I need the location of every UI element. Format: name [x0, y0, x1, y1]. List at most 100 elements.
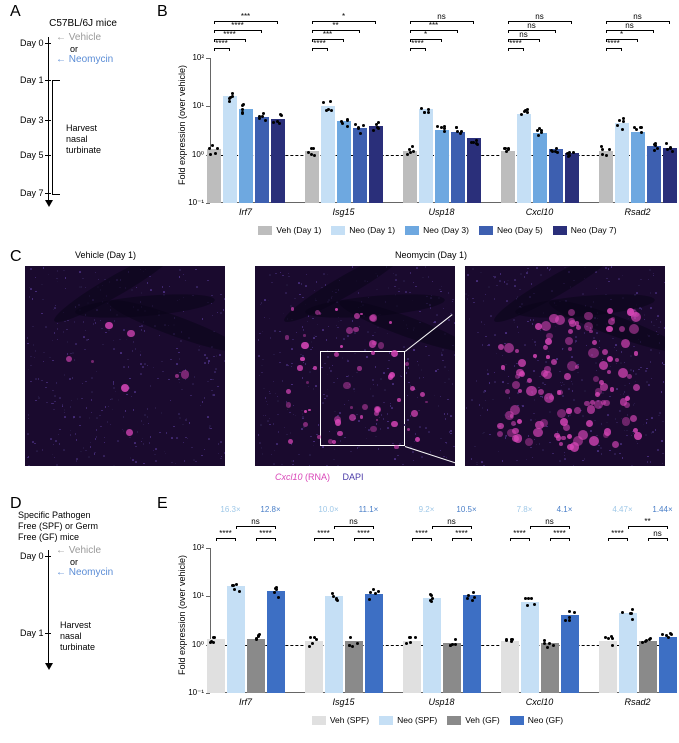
- tissue-speck: [178, 352, 180, 354]
- tissue-speck: [107, 421, 109, 423]
- tissue-speck: [377, 327, 379, 329]
- data-point: [601, 148, 604, 151]
- tissue-speck: [215, 368, 217, 370]
- cxcl10-signal: [589, 436, 599, 446]
- tissue-speck: [660, 321, 662, 323]
- tissue-speck: [638, 285, 640, 287]
- fold-label: 9.2×: [410, 505, 444, 514]
- legend-swatch: [553, 226, 567, 235]
- legend-label: Neo (Day 3): [423, 225, 469, 235]
- tissue-speck: [79, 425, 81, 427]
- neomycin-label: Neomycin: [69, 567, 113, 578]
- data-point: [264, 119, 267, 122]
- tissue-speck: [644, 314, 646, 316]
- tissue-speck: [59, 429, 61, 431]
- day-label: Day 1: [20, 75, 44, 85]
- tissue-speck: [436, 314, 438, 316]
- tissue-speck: [644, 319, 646, 321]
- legend-item: Veh (Day 1): [258, 225, 321, 235]
- tissue-speck: [313, 441, 315, 443]
- tissue-speck: [536, 267, 538, 269]
- data-point: [231, 92, 234, 95]
- sig-label: ns: [606, 21, 654, 30]
- tissue-speck: [638, 369, 640, 371]
- bar: [467, 138, 481, 203]
- legend-item: Neo (GF): [510, 715, 563, 725]
- tissue-speck: [577, 372, 579, 374]
- cxcl10-signal: [512, 381, 520, 389]
- tissue-speck: [155, 448, 157, 450]
- cxcl10-signal: [587, 405, 596, 414]
- tissue-speck: [64, 412, 66, 414]
- sig-label: ****: [214, 30, 246, 39]
- sig-label: ****: [216, 529, 236, 538]
- tissue-speck: [64, 409, 66, 411]
- tissue-speck: [327, 274, 329, 276]
- sig-bar: [214, 48, 230, 49]
- data-point: [377, 590, 380, 593]
- tissue-speck: [298, 454, 300, 456]
- tissue-speck: [441, 286, 443, 288]
- panel-b-ylabel: Fold expression (over vehicle): [177, 65, 187, 185]
- sig-label: ****: [510, 529, 530, 538]
- panel-e-ylabel: Fold expression (over vehicle): [177, 555, 187, 675]
- tissue-speck: [155, 407, 157, 409]
- tissue-speck: [200, 405, 202, 407]
- sig-label: ****: [410, 39, 426, 48]
- sig-label: ns: [432, 517, 472, 526]
- tissue-speck: [490, 315, 492, 317]
- tissue-speck: [634, 403, 636, 405]
- data-point: [362, 124, 365, 127]
- tissue-speck: [123, 366, 125, 368]
- tissue-speck: [423, 377, 425, 379]
- data-point: [454, 643, 457, 646]
- ytick-label: 10²: [180, 543, 204, 552]
- tissue-speck: [657, 449, 659, 451]
- tissue-speck: [133, 341, 135, 343]
- tissue-speck: [143, 463, 145, 465]
- data-point: [409, 151, 412, 154]
- data-point: [621, 128, 624, 131]
- cxcl10-signal: [610, 387, 614, 391]
- tissue-speck: [301, 428, 303, 430]
- tissue-speck: [615, 344, 617, 346]
- tissue-speck: [630, 369, 632, 371]
- cxcl10-signal: [559, 442, 563, 446]
- tissue-speck: [650, 361, 652, 363]
- tissue-speck: [651, 378, 653, 380]
- data-point: [530, 597, 533, 600]
- tissue-speck: [387, 368, 389, 370]
- tissue-speck: [530, 447, 532, 449]
- sig-bar: [432, 526, 472, 527]
- tissue-speck: [171, 462, 173, 464]
- or-label: or: [70, 557, 78, 567]
- tissue-speck: [43, 352, 45, 354]
- tissue-speck: [364, 349, 366, 351]
- tissue-speck: [473, 302, 475, 304]
- tissue-speck: [208, 438, 210, 440]
- tissue-speck: [626, 435, 628, 437]
- tissue-speck: [601, 453, 603, 455]
- tissue-speck: [261, 372, 263, 374]
- cxcl10-signal: [568, 347, 572, 351]
- tissue-speck: [487, 369, 489, 371]
- bar: [619, 613, 637, 693]
- data-point: [273, 591, 276, 594]
- tissue-speck: [662, 453, 664, 455]
- tissue-speck: [112, 409, 114, 411]
- tissue-speck: [131, 289, 133, 291]
- tissue-speck: [298, 282, 300, 284]
- cxcl10-signal: [497, 423, 504, 430]
- tissue-speck: [482, 407, 484, 409]
- tissue-speck: [176, 437, 178, 439]
- tissue-speck: [127, 359, 129, 361]
- tissue-speck: [165, 453, 167, 455]
- tissue-speck: [584, 332, 586, 334]
- cxcl10-signal: [627, 374, 632, 379]
- data-point: [414, 636, 417, 639]
- tissue-speck: [448, 370, 450, 372]
- sig-label: ****: [214, 21, 262, 30]
- tissue-speck: [306, 274, 308, 276]
- tissue-speck: [358, 420, 360, 422]
- tissue-speck: [531, 283, 533, 285]
